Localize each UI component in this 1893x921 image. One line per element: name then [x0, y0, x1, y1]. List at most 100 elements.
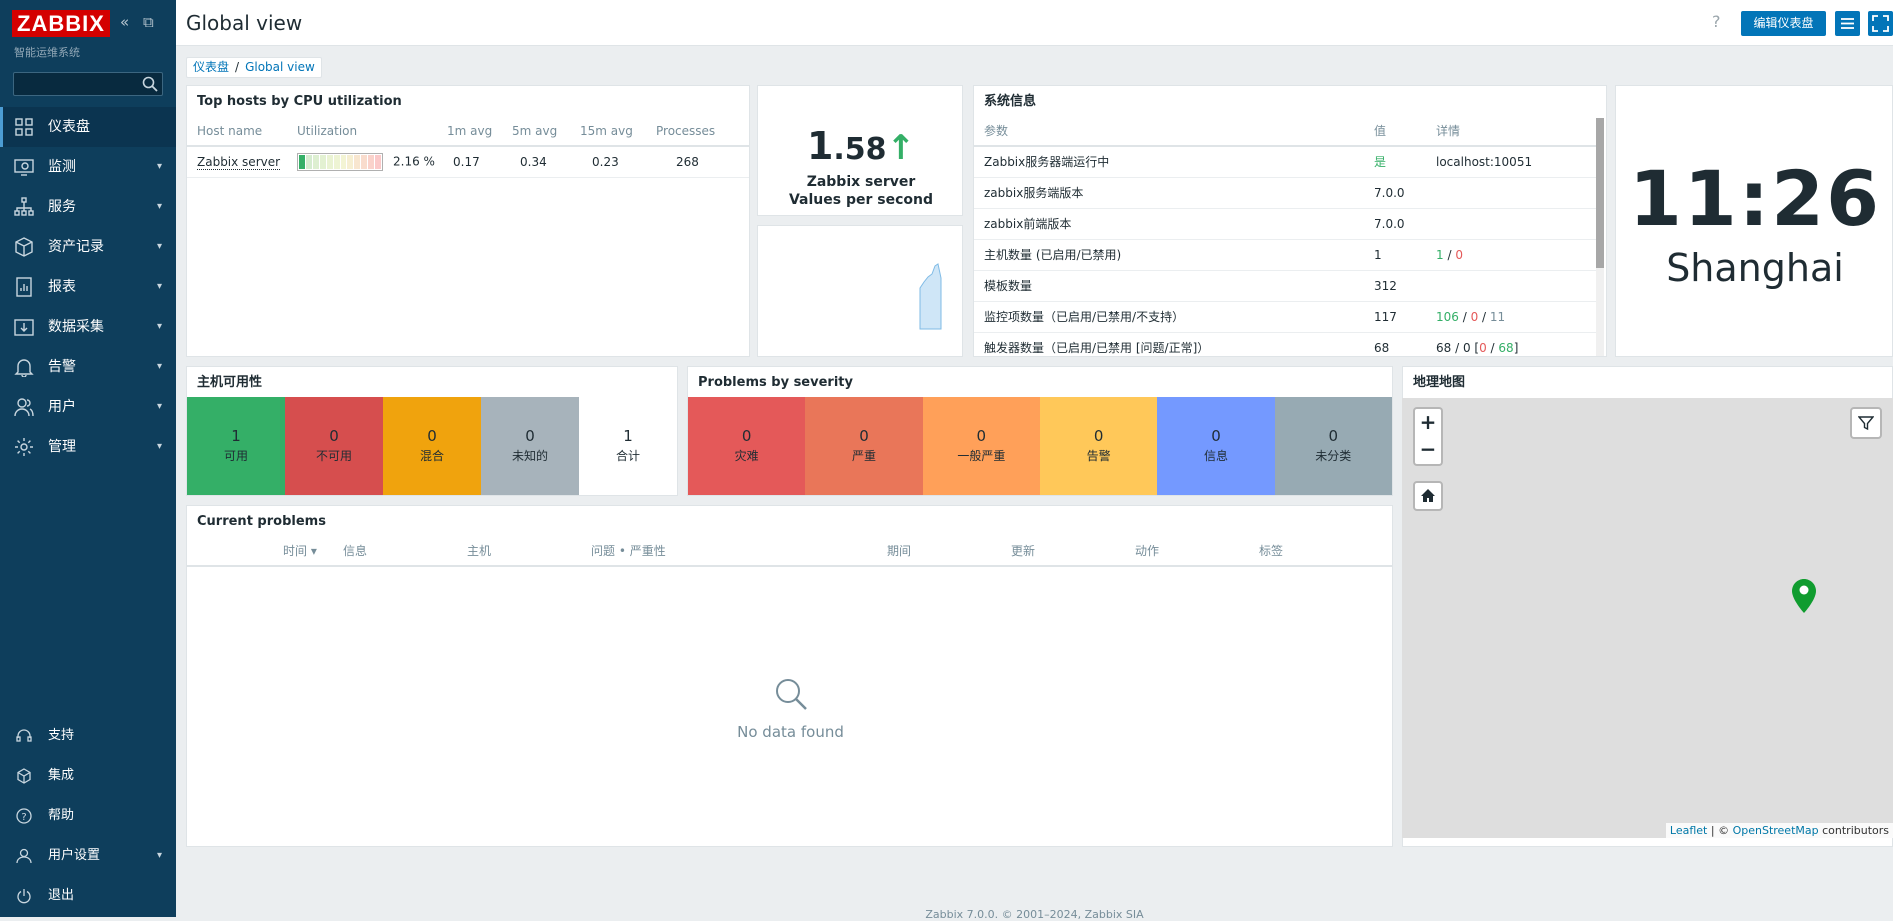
menu-label: 集成 [48, 768, 75, 783]
count: 0 [741, 427, 752, 445]
tile-high[interactable]: 0 严重 [805, 397, 923, 495]
zoom-in-button[interactable]: + [1413, 407, 1443, 437]
filter-icon [1857, 416, 1875, 431]
users-icon [14, 398, 34, 417]
tile-unknown[interactable]: 0 未知的 [481, 397, 579, 495]
help-icon[interactable]: ? [1712, 12, 1721, 31]
current-problems-widget: Current problems 时间 ▾ 信息 主机 问题 • 严重性 期间 … [186, 505, 1393, 847]
integrations-icon [17, 768, 31, 784]
scrollbar-thumb[interactable] [1596, 118, 1604, 268]
system-info-table: 参数 值 详情 Zabbix服务器端运行中是 localhost:10051 za… [974, 116, 1599, 356]
menu-label: 报表 [48, 279, 76, 295]
menu-services[interactable]: 服务 ▾ [0, 187, 176, 227]
kiosk-mode-button[interactable] [1868, 11, 1893, 36]
compact-view-icon[interactable]: ⧉ [143, 13, 154, 31]
zoom-out-button[interactable]: − [1413, 436, 1443, 466]
availability-tiles: 1 可用 0 不可用 0 混合 0 未知的 1 合计 [187, 397, 677, 495]
tile-warning[interactable]: 0 告警 [1039, 397, 1158, 495]
count: 1 [231, 427, 241, 445]
avg-5m: 0.34 [512, 146, 580, 178]
home-view-button[interactable] [1413, 481, 1443, 511]
col-detail: 详情 [1436, 116, 1599, 147]
param: zabbix服务端版本 [974, 177, 1374, 209]
col-time[interactable]: 时间 ▾ [283, 536, 343, 567]
menu-signout[interactable]: 退出 [0, 876, 176, 916]
table-row: zabbix服务端版本 7.0.0 [974, 177, 1599, 209]
host-availability-widget: 主机可用性 1 可用 0 不可用 0 混合 0 未知的 1 合计 [186, 366, 678, 496]
table-row: Zabbix server 2.16 % 0.17 0.34 0.23 268 [187, 146, 749, 178]
menu-integrations[interactable]: 集成 [0, 756, 176, 796]
value: 117 [1374, 301, 1436, 333]
detail [1436, 177, 1599, 209]
problems-table: 时间 ▾ 信息 主机 问题 • 严重性 期间 更新 动作 标签 [187, 536, 1392, 567]
map-canvas[interactable]: + − Leaflet | © OpenStreetMap contributo… [1402, 398, 1893, 838]
search-icon[interactable] [141, 75, 159, 93]
menu-label: 帮助 [48, 808, 75, 823]
empty-state: No data found [187, 676, 1394, 741]
menu-administration[interactable]: 管理 ▾ [0, 427, 176, 467]
tile-available[interactable]: 1 可用 [187, 397, 285, 495]
menu-alerts[interactable]: 告警 ▾ [0, 347, 176, 387]
severity-tiles: 0 灾难 0 严重 0 一般严重 0 告警 0 信息 0 未分类 [688, 397, 1392, 495]
col-processes: Processes [656, 116, 749, 147]
tile-mixed[interactable]: 0 混合 [383, 397, 481, 495]
enabled-count: 68 [1436, 340, 1452, 355]
col-host: 主机 [467, 536, 591, 567]
label: 未分类 [1315, 449, 1352, 463]
leaflet-link[interactable]: Leaflet [1669, 824, 1708, 837]
menu-user-settings[interactable]: 用户设置 ▾ [0, 836, 176, 876]
tile-total[interactable]: 1 合计 [579, 397, 677, 495]
breadcrumb-root[interactable]: 仪表盘 [193, 60, 230, 74]
breadcrumb-current[interactable]: Global view [245, 60, 315, 74]
host-link[interactable]: Zabbix server [197, 154, 281, 170]
menu-support[interactable]: 支持 [0, 716, 176, 756]
search-input[interactable] [13, 72, 163, 96]
value: 7.0.0 [1374, 177, 1436, 209]
menu-help[interactable]: ? 帮助 [0, 796, 176, 836]
actions-menu-button[interactable] [1835, 11, 1860, 36]
table-row: 主机数量 (已启用/已禁用) 1 1 / 0 [974, 239, 1599, 271]
scrollbar[interactable] [1596, 118, 1604, 356]
edit-dashboard-button[interactable]: 编辑仪表盘 [1741, 11, 1826, 36]
menu-label: 支持 [48, 728, 75, 743]
collapse-sidebar-icon[interactable]: « [120, 13, 130, 31]
menu-inventory[interactable]: 资产记录 ▾ [0, 227, 176, 267]
data-collection-icon [14, 319, 34, 336]
osm-link[interactable]: OpenStreetMap [1732, 824, 1819, 837]
menu-data-collection[interactable]: 数据采集 ▾ [0, 307, 176, 347]
clock-timezone: Shanghai [1666, 246, 1844, 290]
tile-information[interactable]: 0 信息 [1157, 397, 1275, 495]
utilization-segment [326, 154, 333, 169]
tile-unavailable[interactable]: 0 不可用 [285, 397, 383, 495]
label: 可用 [223, 449, 248, 463]
menu-label: 告警 [48, 359, 76, 375]
chevron-down-icon: ▾ [156, 850, 162, 861]
count: 0 [1093, 427, 1104, 445]
param: zabbix前端版本 [974, 208, 1374, 240]
power-icon [17, 889, 31, 904]
map-filter-button[interactable] [1850, 407, 1882, 439]
tile-disaster[interactable]: 0 灾难 [688, 397, 806, 495]
zabbix-logo[interactable]: ZABBIX [12, 10, 110, 37]
utilization-segment [305, 154, 312, 169]
map-marker-icon[interactable] [1791, 578, 1817, 614]
tile-not-classified[interactable]: 0 未分类 [1274, 397, 1392, 495]
disabled-count: 0 [1462, 340, 1471, 355]
menu-reports[interactable]: 报表 ▾ [0, 267, 176, 307]
menu-users[interactable]: 用户 ▾ [0, 387, 176, 427]
problems-by-severity-widget: Problems by severity 0 灾难 0 严重 0 一般严重 0 告警 0… [687, 366, 1393, 496]
enabled-count: 1 [1436, 247, 1444, 262]
chevron-down-icon: ▾ [156, 401, 162, 412]
enabled-count: 106 [1436, 309, 1459, 324]
tile-average[interactable]: 0 一般严重 [922, 397, 1040, 495]
arrow-up-icon: ↑ [886, 128, 916, 168]
menu-dashboard[interactable]: 仪表盘 [0, 107, 176, 147]
page-title: Global view [186, 11, 303, 35]
services-icon [14, 197, 34, 216]
table-row: 触发器数量（已启用/已禁用 [问题/正常]） 68 68 / 0 [0 / 68] [974, 332, 1599, 356]
vps-label: Values per second [788, 192, 933, 208]
utilization-segment [368, 154, 375, 169]
menu-monitoring[interactable]: 监测 ▾ [0, 147, 176, 187]
label: 信息 [1203, 449, 1228, 463]
unsupported-count: 11 [1489, 309, 1506, 324]
